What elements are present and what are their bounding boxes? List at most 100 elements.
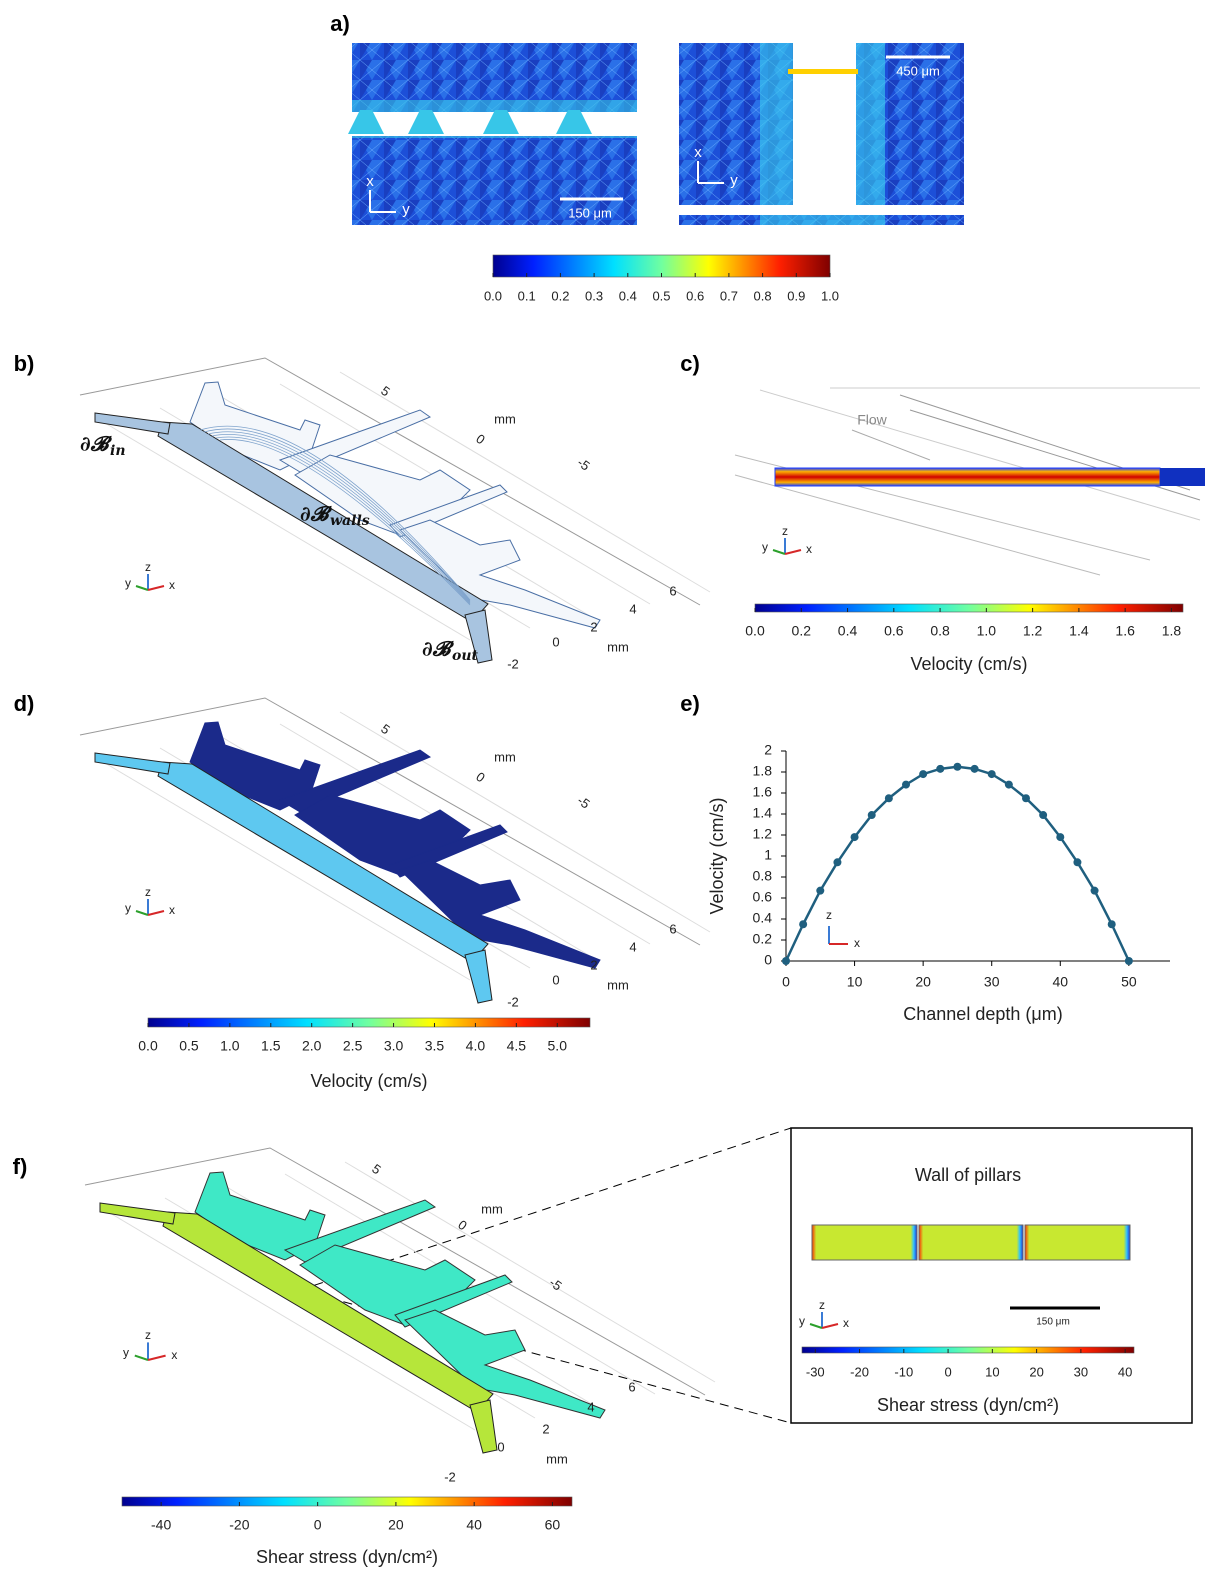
colorbar-tick-label: 1.0 — [220, 1038, 240, 1054]
chamber — [278, 749, 432, 813]
point — [1004, 780, 1013, 789]
label: 150 μm — [1036, 1317, 1070, 1328]
zoom-line — [299, 1289, 792, 1424]
label: x — [806, 542, 812, 556]
colorbar-tick-label: 4.0 — [466, 1038, 486, 1054]
label: z — [145, 1328, 151, 1342]
label: y — [123, 1346, 129, 1360]
axis-tick-label: 5 — [369, 1161, 384, 1177]
outlet — [469, 1399, 498, 1454]
boundary-symbol: ∂𝓑 — [422, 637, 455, 661]
colorbar-tick-label: 0.6 — [884, 623, 904, 639]
axis-tick-label: 2 — [590, 619, 597, 634]
label: z — [782, 524, 788, 538]
point — [782, 957, 790, 965]
label: y — [799, 1314, 805, 1328]
grid-3d — [339, 711, 711, 933]
y-tick-label: 0.6 — [753, 889, 773, 905]
label: mm — [494, 411, 516, 426]
label: mm — [481, 1201, 503, 1216]
x-tick-label: 0 — [782, 974, 790, 990]
axis-arrow — [147, 1354, 166, 1361]
point — [902, 780, 910, 789]
y-tick-label: 2 — [764, 742, 772, 758]
panel-label: e) — [680, 691, 700, 716]
label: 450 μm — [896, 63, 940, 78]
colorbar-tick-label: -20 — [229, 1517, 249, 1533]
x-tick-label: 40 — [1052, 974, 1068, 990]
axis-tick-label: 4 — [629, 939, 636, 954]
label: x — [694, 144, 702, 161]
colorbar-tick-label: 0.0 — [745, 623, 765, 639]
point — [1056, 833, 1065, 842]
y-axis-title: Velocity (cm/s) — [707, 797, 727, 914]
label: mm — [546, 1451, 568, 1466]
label: 150 μm — [568, 205, 612, 220]
colorbar-title: Velocity (cm/s) — [310, 1071, 427, 1091]
axis-tick-label: 6 — [669, 921, 676, 936]
label: mm — [494, 749, 516, 764]
label: mm — [607, 639, 629, 654]
point — [970, 764, 979, 773]
axis-tick-label: -2 — [507, 994, 519, 1009]
colorbar-tick-label: 3.0 — [384, 1038, 404, 1054]
axis-arrow — [135, 910, 149, 916]
pillars — [348, 110, 592, 134]
axis-arrow — [809, 1323, 823, 1329]
point — [867, 811, 876, 820]
x-tick-label: 20 — [915, 974, 931, 990]
axis-arrow — [147, 910, 165, 916]
chamber — [189, 381, 321, 471]
colorbar — [801, 1346, 1135, 1354]
colorbar-tick-label: 1.4 — [1069, 623, 1089, 639]
colorbar-tick-label: 0.5 — [652, 288, 670, 303]
junction — [788, 69, 858, 74]
colorbar-tick-label: 3.5 — [425, 1038, 445, 1054]
y-tick-label: 0.4 — [753, 910, 773, 926]
colorbar-tick-label: 0.4 — [619, 288, 637, 303]
panel-label: f) — [13, 1154, 28, 1179]
colorbar-tick-label: 0.0 — [138, 1038, 158, 1054]
channel — [793, 43, 856, 213]
label: y — [125, 901, 131, 915]
point — [1124, 957, 1133, 965]
colorbar-tick-label: 0 — [944, 1364, 951, 1379]
flow-arrow — [851, 429, 931, 461]
chamber — [194, 1171, 326, 1261]
y-tick-label: 1.8 — [753, 763, 773, 779]
pillar-wall — [811, 1224, 918, 1261]
streamline — [199, 425, 471, 601]
label: x — [169, 578, 175, 592]
panel-label: d) — [14, 691, 35, 716]
inlet — [94, 412, 171, 435]
inlet — [94, 752, 171, 775]
label: mm — [607, 977, 629, 992]
chamber — [278, 409, 432, 473]
colorbar-tick-label: 0.2 — [792, 623, 812, 639]
guide — [759, 389, 1201, 521]
streamline — [207, 431, 471, 603]
axis-tick-label: 0 — [552, 634, 559, 649]
chamber — [404, 1309, 606, 1419]
label: z — [145, 885, 151, 899]
axis-tick-label: 0 — [455, 1217, 470, 1233]
label: x — [169, 903, 175, 917]
axis-tick-label: 0 — [552, 972, 559, 987]
y-tick-label: 1.6 — [753, 784, 773, 800]
colorbar-tick-label: 0.7 — [720, 288, 738, 303]
frame — [84, 1147, 706, 1396]
axis-arrow — [772, 549, 786, 555]
label: z — [826, 908, 832, 922]
axis-tick-label: 2 — [590, 957, 597, 972]
point — [953, 762, 962, 771]
axis-tick-label: -5 — [575, 793, 593, 812]
colorbar-tick-label: 1.5 — [261, 1038, 281, 1054]
axis-arrow — [147, 585, 165, 591]
label: x — [843, 1316, 849, 1330]
axis-tick-label: 4 — [629, 601, 636, 616]
colorbar-tick-label: 0.5 — [179, 1038, 199, 1054]
boundary-subscript: walls — [330, 513, 370, 529]
label: z — [145, 560, 151, 574]
guide — [734, 474, 1101, 576]
